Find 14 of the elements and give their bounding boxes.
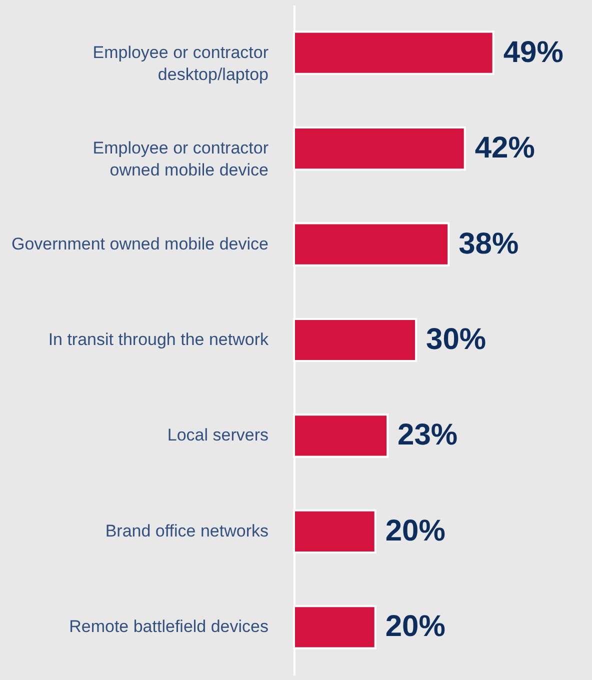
- y-tick-label: Employee or contractor desktop/laptop: [92, 42, 269, 84]
- y-tick-label: Remote battlefield devices: [69, 617, 268, 636]
- y-tick-label: Local servers: [167, 426, 268, 445]
- data-label: 38%: [458, 227, 519, 260]
- data-label: 23%: [398, 418, 458, 452]
- y-tick-label: Brand office networks: [105, 521, 268, 540]
- data-label: 20%: [385, 514, 446, 548]
- data-label: 30%: [426, 323, 486, 356]
- y-tick-label: In transit through the network: [48, 330, 269, 349]
- data-label: 20%: [385, 610, 446, 644]
- data-label: 49%: [503, 36, 564, 69]
- y-tick-label: Employee or contractor owned mobile device: [92, 138, 269, 180]
- y-tick-label: Government owned mobile device: [11, 234, 268, 254]
- data-label: 42%: [474, 132, 535, 165]
